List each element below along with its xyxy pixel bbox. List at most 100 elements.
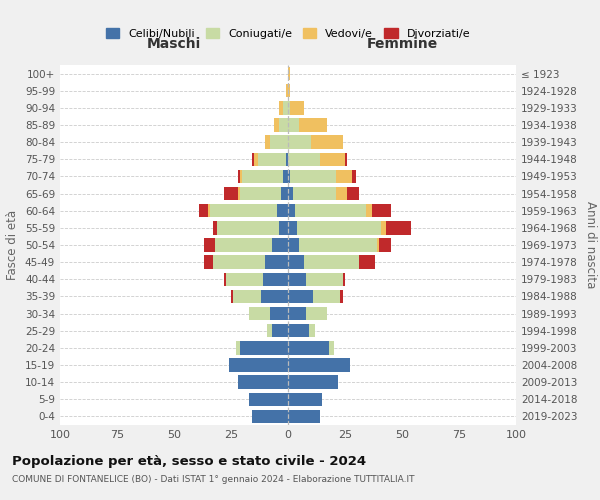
Bar (213, 221, 217, 234)
Bar (299, 118, 327, 132)
Bar (240, 187, 281, 200)
Bar (260, 290, 288, 303)
Bar (211, 204, 277, 218)
Bar (238, 376, 288, 389)
Bar (240, 170, 242, 183)
Bar (299, 238, 377, 252)
Text: COMUNE DI FONTANELICE (BO) - Dati ISTAT 1° gennaio 2024 - Elaborazione TUTTITALI: COMUNE DI FONTANELICE (BO) - Dati ISTAT … (12, 475, 415, 484)
Bar (233, 290, 260, 303)
Bar (238, 170, 240, 183)
Bar (213, 256, 265, 269)
Bar (288, 324, 308, 338)
Bar (268, 324, 272, 338)
Bar (288, 84, 290, 98)
Bar (208, 204, 211, 218)
Bar (240, 341, 288, 354)
Bar (288, 187, 293, 200)
Bar (290, 170, 336, 183)
Bar (251, 410, 288, 423)
Bar (226, 272, 263, 286)
Bar (254, 152, 259, 166)
Bar (263, 272, 288, 286)
Bar (386, 221, 411, 234)
Bar (249, 307, 270, 320)
Bar (203, 256, 213, 269)
Bar (352, 170, 356, 183)
Bar (288, 118, 299, 132)
Bar (288, 290, 313, 303)
Bar (238, 187, 240, 200)
Bar (288, 358, 350, 372)
Bar (272, 238, 288, 252)
Bar (288, 152, 320, 166)
Bar (336, 170, 352, 183)
Bar (279, 101, 283, 114)
Bar (345, 152, 347, 166)
Bar (288, 136, 311, 149)
Bar (272, 324, 288, 338)
Bar (288, 256, 304, 269)
Bar (270, 307, 288, 320)
Bar (329, 341, 334, 354)
Bar (265, 256, 288, 269)
Bar (265, 136, 270, 149)
Text: Maschi: Maschi (147, 38, 201, 52)
Bar (347, 187, 359, 200)
Text: Popolazione per età, sesso e stato civile - 2024: Popolazione per età, sesso e stato civil… (12, 455, 366, 468)
Bar (311, 136, 343, 149)
Bar (306, 272, 343, 286)
Bar (365, 204, 373, 218)
Bar (279, 221, 288, 234)
Bar (286, 152, 288, 166)
Bar (281, 187, 288, 200)
Bar (215, 238, 272, 252)
Bar (308, 324, 316, 338)
Bar (249, 392, 288, 406)
Bar (242, 170, 283, 183)
Bar (288, 170, 290, 183)
Bar (270, 136, 288, 149)
Bar (373, 204, 391, 218)
Bar (336, 187, 347, 200)
Bar (343, 272, 345, 286)
Bar (224, 272, 226, 286)
Bar (297, 221, 382, 234)
Bar (288, 67, 290, 80)
Bar (340, 290, 343, 303)
Bar (288, 392, 322, 406)
Bar (313, 290, 340, 303)
Legend: Celibi/Nubili, Coniugati/e, Vedovi/e, Divorziati/e: Celibi/Nubili, Coniugati/e, Vedovi/e, Di… (101, 24, 475, 44)
Bar (259, 152, 286, 166)
Bar (288, 101, 290, 114)
Bar (283, 101, 288, 114)
Bar (288, 204, 295, 218)
Bar (377, 238, 379, 252)
Bar (306, 307, 327, 320)
Bar (359, 256, 374, 269)
Bar (283, 170, 288, 183)
Bar (274, 118, 279, 132)
Text: Femmine: Femmine (367, 38, 437, 52)
Bar (288, 238, 299, 252)
Bar (293, 187, 336, 200)
Bar (288, 376, 338, 389)
Bar (288, 272, 306, 286)
Bar (288, 410, 320, 423)
Bar (224, 187, 238, 200)
Bar (320, 152, 345, 166)
Bar (288, 307, 306, 320)
Bar (382, 221, 386, 234)
Bar (290, 101, 304, 114)
Bar (203, 238, 215, 252)
Bar (279, 118, 288, 132)
Bar (229, 358, 288, 372)
Bar (379, 238, 391, 252)
Bar (286, 84, 288, 98)
Bar (277, 204, 288, 218)
Bar (288, 221, 297, 234)
Bar (251, 152, 254, 166)
Y-axis label: Fasce di età: Fasce di età (7, 210, 19, 280)
Bar (236, 341, 240, 354)
Bar (295, 204, 365, 218)
Bar (199, 204, 208, 218)
